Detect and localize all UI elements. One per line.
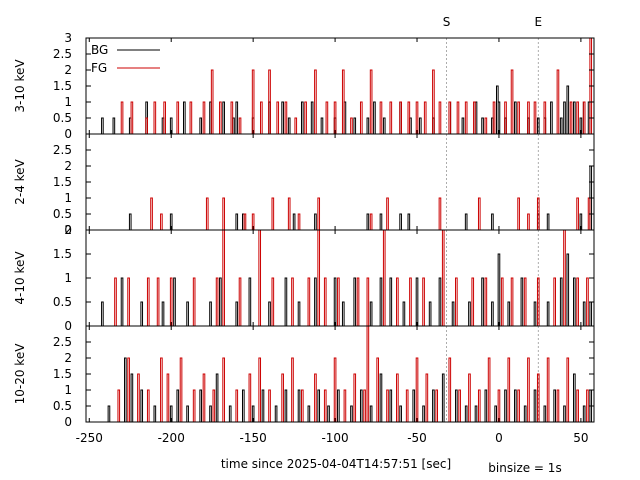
y-tick-label: 0: [64, 127, 72, 141]
panel-3: 2 1.5 1 0.5 0 4-10 keV: [13, 223, 595, 333]
x-axis: -250 -200 -150 -100 -50 0 50: [76, 431, 589, 445]
x-tick-label: -150: [240, 431, 267, 445]
legend-label-fg: FG: [91, 61, 107, 75]
series-bg-line: [86, 253, 594, 327]
series-fg-line: [86, 37, 594, 135]
series-fg-line: [86, 325, 594, 423]
marker-label-s: S: [443, 15, 451, 29]
x-tick-label: -200: [158, 431, 185, 445]
x-axis-label: time since 2025-04-04T14:57:51 [sec]: [221, 457, 451, 471]
series-bg-line: [86, 357, 594, 423]
y-tick-label: 2: [64, 63, 72, 77]
series-fg-line: [86, 197, 594, 231]
y-axis-label-2: 2-4 keV: [13, 158, 27, 204]
binsize-label: binsize = 1s: [488, 461, 561, 475]
panel-1: 3 2.5 2 1.5 1 0.5 0 3-10 keV: [13, 31, 595, 141]
y-tick-label: 2.5: [53, 143, 72, 157]
y-tick-label: 2: [64, 159, 72, 173]
y-tick-label: 0.5: [53, 295, 72, 309]
y-tick-label: 0: [64, 223, 72, 237]
y-tick-label: 1.5: [53, 247, 72, 261]
x-tick-label: -100: [321, 431, 348, 445]
x-tick-label: 50: [573, 431, 588, 445]
y-tick-label: 3: [64, 31, 72, 45]
y-tick-label: 0: [64, 319, 72, 333]
y-axis-label-3: 4-10 keV: [13, 251, 27, 305]
y-tick-label: 1: [64, 191, 72, 205]
y-tick-label: 1: [64, 383, 72, 397]
y-tick-label: 0: [64, 415, 72, 429]
x-tick-label: -250: [76, 431, 103, 445]
panel-2: 2.5 2 1.5 1 0.5 0 2-4 keV: [13, 133, 595, 237]
panel-4: 2.5 2 1.5 1 0.5 0 10-20 keV: [13, 325, 595, 429]
y-tick-label: 1: [64, 271, 72, 285]
legend-label-bg: BG: [91, 43, 108, 57]
y-tick-label: 1: [64, 95, 72, 109]
panels-layer: 3 2.5 2 1.5 1 0.5 0 3-10 keV 2.5 2 1.5 1 0.5 0 2-4 keV…: [13, 31, 595, 429]
y-axis-label-1: 3-10 keV: [13, 59, 27, 113]
marker-label-e: E: [534, 15, 542, 29]
y-tick-label: 1.5: [53, 175, 72, 189]
y-tick-label: 1.5: [53, 367, 72, 381]
x-tick-label: -50: [407, 431, 427, 445]
y-tick-label: 1.5: [53, 79, 72, 93]
y-tick-label: 0.5: [53, 111, 72, 125]
y-tick-label: 2.5: [53, 335, 72, 349]
x-tick-label: 0: [495, 431, 503, 445]
y-tick-label: 0.5: [53, 399, 72, 413]
y-tick-label: 2: [64, 223, 72, 237]
y-tick-label: 2.5: [53, 47, 72, 61]
legend: BG FG: [91, 43, 160, 75]
y-axis-label-4: 10-20 keV: [13, 343, 27, 405]
y-tick-label: 0.5: [53, 207, 72, 221]
y-tick-label: 2: [64, 351, 72, 365]
